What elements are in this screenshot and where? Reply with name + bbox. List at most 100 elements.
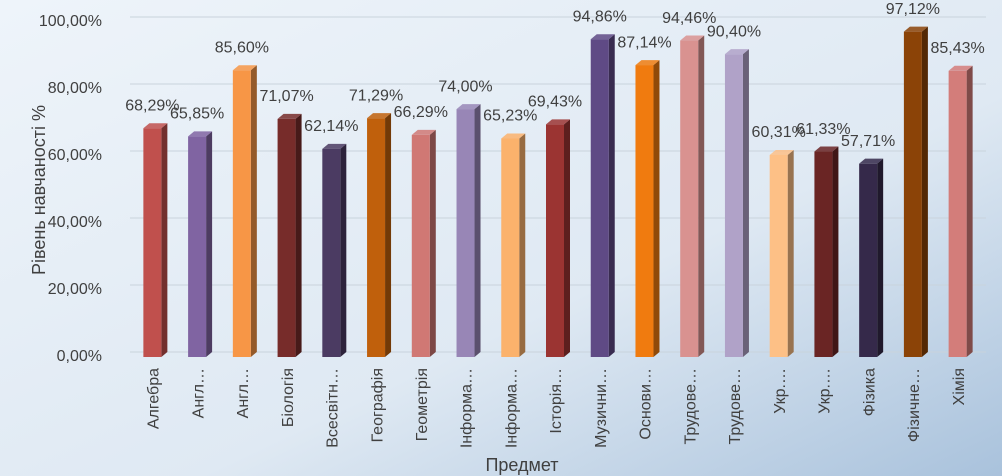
y-axis-title: Рівень навчаності %: [29, 105, 49, 275]
x-tick-label: Біологія: [280, 368, 297, 427]
bar-top: [188, 131, 213, 137]
value-label: 87,14%: [617, 34, 671, 51]
x-tick-label: Трудове…: [727, 368, 744, 445]
bar-side: [877, 158, 884, 357]
value-label: 65,85%: [170, 106, 224, 123]
value-label: 69,43%: [528, 94, 582, 111]
y-tick-label: 0,00%: [57, 348, 102, 365]
bar-top: [143, 123, 168, 129]
value-label: 71,29%: [349, 87, 403, 104]
bar: [501, 138, 520, 357]
x-tick-label: Інформа…: [459, 368, 476, 448]
bar-side: [295, 113, 302, 357]
x-tick-label: Англ…: [235, 368, 252, 418]
bar: [814, 151, 833, 357]
bar-top: [501, 133, 526, 139]
bar-top: [367, 113, 392, 119]
bar: [367, 118, 386, 357]
bar: [590, 39, 609, 358]
value-label: 66,29%: [394, 104, 448, 121]
value-label: 90,40%: [707, 23, 761, 40]
bar: [546, 124, 564, 357]
bar-side: [564, 119, 570, 357]
bar-top: [680, 35, 705, 41]
bar-top: [456, 104, 481, 110]
bar-top: [903, 26, 928, 32]
value-label: 85,43%: [930, 40, 984, 57]
bar-side: [966, 65, 973, 357]
value-label: 65,23%: [483, 108, 537, 125]
value-label: 85,60%: [215, 39, 269, 56]
bar-top: [769, 149, 794, 155]
x-tick-label: Укр.…: [772, 368, 789, 414]
value-label: 94,46%: [662, 10, 716, 27]
x-tick-label: Геометрія: [414, 368, 431, 441]
bar-top: [590, 34, 615, 40]
y-tick-label: 60,00%: [48, 147, 102, 164]
bar-side: [787, 149, 794, 357]
x-axis-title: Предмет: [485, 455, 558, 475]
bar: [680, 40, 699, 358]
value-label: 97,12%: [886, 1, 940, 18]
bar-side: [161, 123, 168, 357]
bar: [232, 70, 251, 358]
value-label: 68,29%: [125, 97, 179, 114]
y-tick-label: 40,00%: [48, 214, 102, 231]
bar-top: [724, 49, 749, 55]
y-tick-label: 80,00%: [48, 80, 102, 97]
bar: [322, 148, 341, 357]
bar-side: [832, 146, 839, 357]
x-tick-label: Всесвітн…: [325, 368, 342, 448]
value-label: 57,71%: [841, 133, 895, 150]
x-tick-label: Фізичне…: [906, 368, 923, 442]
value-label: 71,07%: [259, 88, 313, 105]
bar: [724, 54, 743, 357]
x-tick-label: Трудове…: [682, 368, 699, 445]
bar: [411, 134, 430, 357]
value-label: 94,86%: [573, 8, 627, 25]
bar: [903, 31, 922, 357]
bar-top: [411, 129, 436, 135]
x-tick-label: Фізика: [861, 368, 878, 416]
bar-side: [250, 65, 257, 358]
bar-top: [814, 146, 839, 152]
bar-side: [921, 26, 928, 357]
bar: [143, 128, 162, 357]
bar-side: [474, 104, 481, 357]
bar-side: [608, 34, 615, 358]
bar-side: [206, 131, 213, 357]
x-tick-label: Інформа…: [503, 368, 520, 448]
bar: [948, 70, 967, 357]
y-tick-label: 20,00%: [48, 281, 102, 298]
value-label: 61,33%: [796, 121, 850, 138]
y-tick-label: 100,00%: [39, 13, 102, 30]
bar-side: [698, 35, 705, 358]
bar-side: [742, 49, 749, 357]
bar-side: [385, 113, 392, 357]
bar-top: [859, 158, 884, 164]
bar: [277, 118, 296, 357]
bar-top: [277, 113, 302, 119]
bar-side: [340, 143, 347, 357]
bar: [859, 163, 878, 357]
bar-side: [653, 60, 660, 358]
value-label: 60,31%: [752, 124, 806, 141]
x-tick-label: Основи…: [638, 368, 655, 440]
bar-side: [519, 133, 526, 357]
x-tick-label: Музични…: [593, 368, 610, 448]
x-tick-label: Хімія: [951, 368, 968, 405]
bar: [456, 109, 475, 357]
bar: [769, 154, 788, 357]
x-tick-label: Англ…: [190, 368, 207, 418]
value-label: 62,14%: [304, 118, 358, 135]
bar: [635, 65, 654, 358]
value-label: 74,00%: [438, 78, 492, 95]
x-tick-label: Географія: [369, 368, 386, 442]
bar-top: [322, 143, 347, 149]
bar-top: [635, 60, 660, 66]
bar-side: [429, 129, 436, 357]
bar: [188, 136, 207, 357]
bar-top: [948, 65, 973, 71]
